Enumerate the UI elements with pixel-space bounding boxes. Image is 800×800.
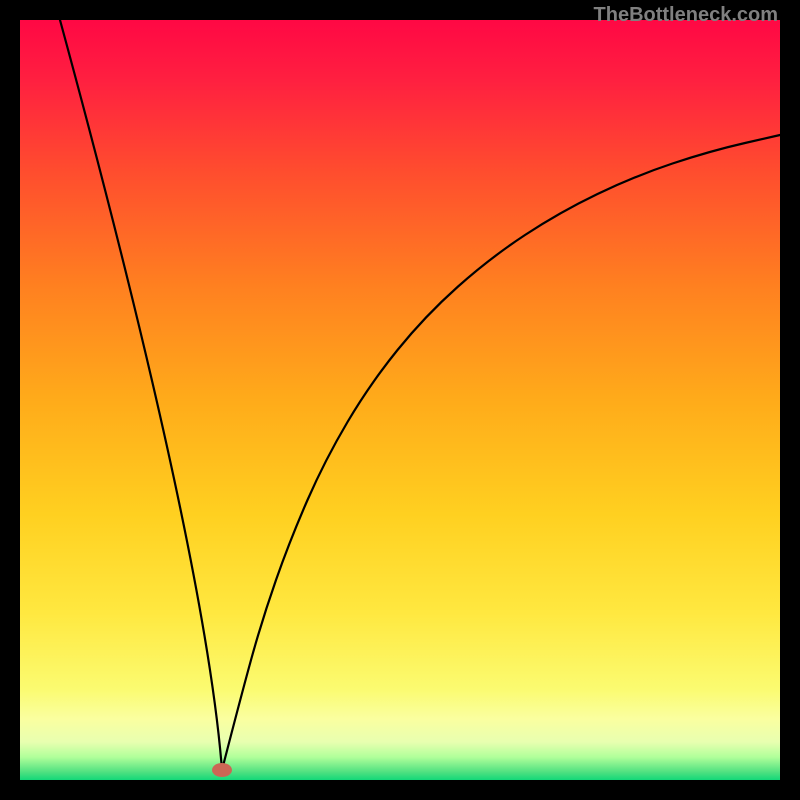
bottleneck-chart: TheBottleneck.com: [0, 0, 800, 800]
chart-svg: [0, 0, 800, 800]
optimum-marker: [212, 763, 232, 777]
